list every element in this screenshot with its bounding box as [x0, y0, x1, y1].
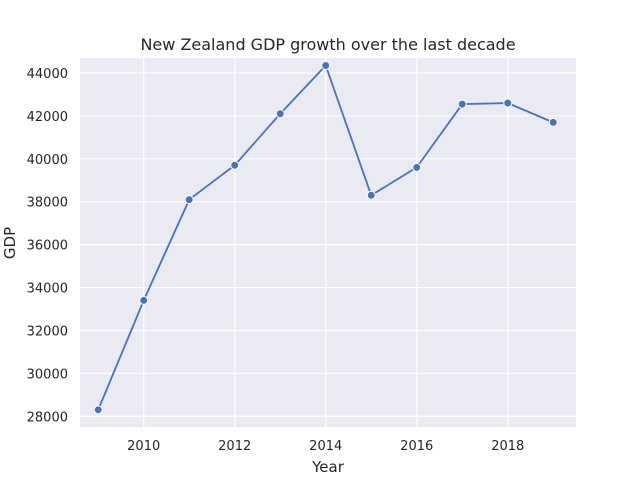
data-point — [503, 98, 513, 108]
x-tick-label: 2014 — [309, 439, 342, 454]
y-tick-label: 36000 — [27, 239, 68, 254]
data-point — [321, 61, 331, 71]
chart-title: New Zealand GDP growth over the last dec… — [140, 35, 515, 54]
x-axis-label: Year — [311, 458, 345, 476]
y-tick-label: 34000 — [27, 282, 68, 297]
data-point — [366, 190, 376, 200]
y-tick-label: 28000 — [27, 410, 68, 425]
data-point — [184, 195, 194, 205]
x-tick-label: 2010 — [127, 439, 160, 454]
plot-area — [80, 58, 576, 427]
data-point — [275, 109, 285, 119]
y-tick-labels: 28000 30000 32000 34000 36000 38000 40000 42000… — [27, 67, 68, 425]
x-tick-label: 2018 — [491, 439, 524, 454]
data-point — [548, 117, 558, 127]
y-axis-label: GDP — [1, 227, 19, 259]
y-tick-label: 30000 — [27, 367, 68, 382]
data-point — [93, 405, 103, 415]
y-tick-label: 40000 — [27, 153, 68, 168]
y-tick-label: 32000 — [27, 324, 68, 339]
y-tick-label: 38000 — [27, 196, 68, 211]
data-point — [457, 99, 467, 109]
y-tick-label: 42000 — [27, 110, 68, 125]
data-point — [230, 160, 240, 170]
data-point — [412, 162, 422, 172]
y-tick-label: 44000 — [27, 67, 68, 82]
series-layer — [93, 61, 558, 415]
x-tick-label: 2012 — [218, 439, 251, 454]
x-tick-labels: 2010 2012 2014 2016 2018 — [127, 439, 524, 454]
x-tick-label: 2016 — [400, 439, 433, 454]
data-point — [139, 295, 149, 305]
